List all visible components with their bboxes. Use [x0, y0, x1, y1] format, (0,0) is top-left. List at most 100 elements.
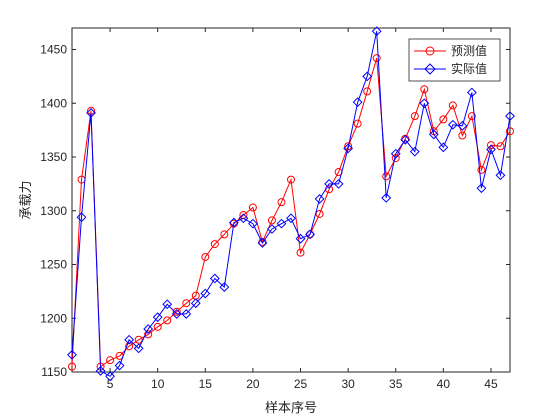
data-point: [144, 330, 153, 339]
data-point: [324, 178, 334, 189]
y-axis-ticks: 1150 1200 1250 1300 1350 1400 1450: [40, 43, 510, 379]
data-point: [106, 356, 115, 365]
data-point: [409, 146, 420, 157]
data-point: [286, 213, 296, 224]
data-point: [219, 282, 230, 292]
data-point: [124, 334, 135, 345]
data-point: [296, 248, 305, 257]
legend-marker-actual: [424, 63, 436, 75]
data-point: [248, 218, 258, 229]
data-point: [228, 217, 239, 228]
x-tick-label: 35: [389, 377, 403, 391]
data-point: [343, 143, 354, 154]
x-tick-label: 20: [246, 377, 260, 391]
data-point: [267, 224, 277, 234]
data-point: [248, 203, 257, 212]
data-point: [95, 366, 106, 376]
legend: 预测值 实际值: [408, 38, 501, 82]
series-layer: [67, 26, 515, 382]
x-tick-label: 30: [341, 377, 355, 391]
data-point: [305, 229, 315, 240]
data-point: [333, 178, 344, 189]
data-point: [190, 298, 201, 309]
data-point: [172, 307, 181, 316]
data-point: [153, 322, 162, 331]
legend-marker-predicted: [425, 46, 435, 56]
data-point: [447, 119, 458, 130]
legend-label-actual: 实际值: [451, 61, 487, 76]
data-point: [134, 335, 143, 344]
data-point: [200, 288, 211, 299]
data-point: [439, 115, 448, 124]
data-point: [371, 26, 382, 37]
data-point: [143, 324, 154, 334]
data-point: [495, 170, 506, 181]
y-tick-label: 1300: [40, 204, 67, 218]
legend-label-predicted: 预测值: [451, 43, 487, 58]
data-point: [67, 349, 77, 360]
data-point: [267, 216, 276, 225]
data-point: [420, 85, 429, 94]
data-point: [68, 362, 76, 371]
data-point: [171, 309, 182, 319]
data-point: [163, 316, 172, 325]
data-point: [476, 183, 487, 194]
data-point: [162, 299, 173, 310]
data-point: [287, 175, 295, 184]
data-point: [372, 54, 381, 63]
data-point: [458, 131, 467, 140]
data-point: [448, 101, 457, 110]
data-point: [201, 252, 210, 261]
data-point: [410, 112, 419, 121]
data-point: [181, 309, 192, 319]
data-point: [506, 127, 514, 136]
data-point: [390, 148, 401, 159]
data-point: [486, 144, 496, 155]
data-point: [496, 142, 505, 151]
data-point: [457, 120, 468, 131]
data-point: [428, 129, 439, 140]
data-point: [295, 233, 306, 244]
y-tick-label: 1200: [40, 311, 67, 325]
x-axis-ticks: 5 10 15 20 25 30 35 40 45: [107, 28, 498, 391]
legend-box: [408, 38, 501, 82]
y-tick-label: 1250: [40, 258, 67, 272]
data-point: [467, 87, 477, 98]
data-point: [353, 119, 362, 128]
x-axis-label: 样本序号: [265, 401, 317, 416]
data-point: [276, 218, 287, 229]
data-point: [477, 165, 486, 174]
data-point: [363, 87, 372, 96]
data-point: [182, 299, 191, 308]
data-point: [314, 194, 325, 204]
data-point: [400, 134, 411, 145]
data-point: [362, 71, 373, 82]
x-tick-label: 25: [294, 377, 308, 391]
y-tick-label: 1350: [40, 150, 67, 164]
series-line-1: [71, 31, 511, 377]
data-point: [438, 142, 449, 153]
x-tick-label: 40: [437, 377, 451, 391]
data-point: [238, 213, 249, 224]
data-point: [257, 238, 268, 248]
y-tick-label: 1150: [41, 365, 67, 379]
data-point: [125, 342, 134, 351]
data-point: [210, 240, 219, 249]
data-point: [133, 343, 144, 354]
y-axis-label: 承载力: [19, 180, 34, 219]
x-tick-label: 5: [107, 377, 114, 391]
plot-area: [71, 27, 511, 373]
x-tick-label: 15: [199, 377, 213, 391]
data-point: [382, 172, 391, 181]
data-point: [152, 312, 163, 323]
data-point: [86, 108, 96, 118]
y-tick-label: 1400: [40, 96, 67, 110]
data-point: [352, 97, 363, 108]
data-point: [114, 360, 125, 371]
data-point: [381, 192, 392, 203]
x-tick-label: 45: [484, 377, 498, 391]
data-point: [105, 371, 115, 382]
data-point: [505, 111, 515, 122]
data-point: [277, 198, 286, 207]
